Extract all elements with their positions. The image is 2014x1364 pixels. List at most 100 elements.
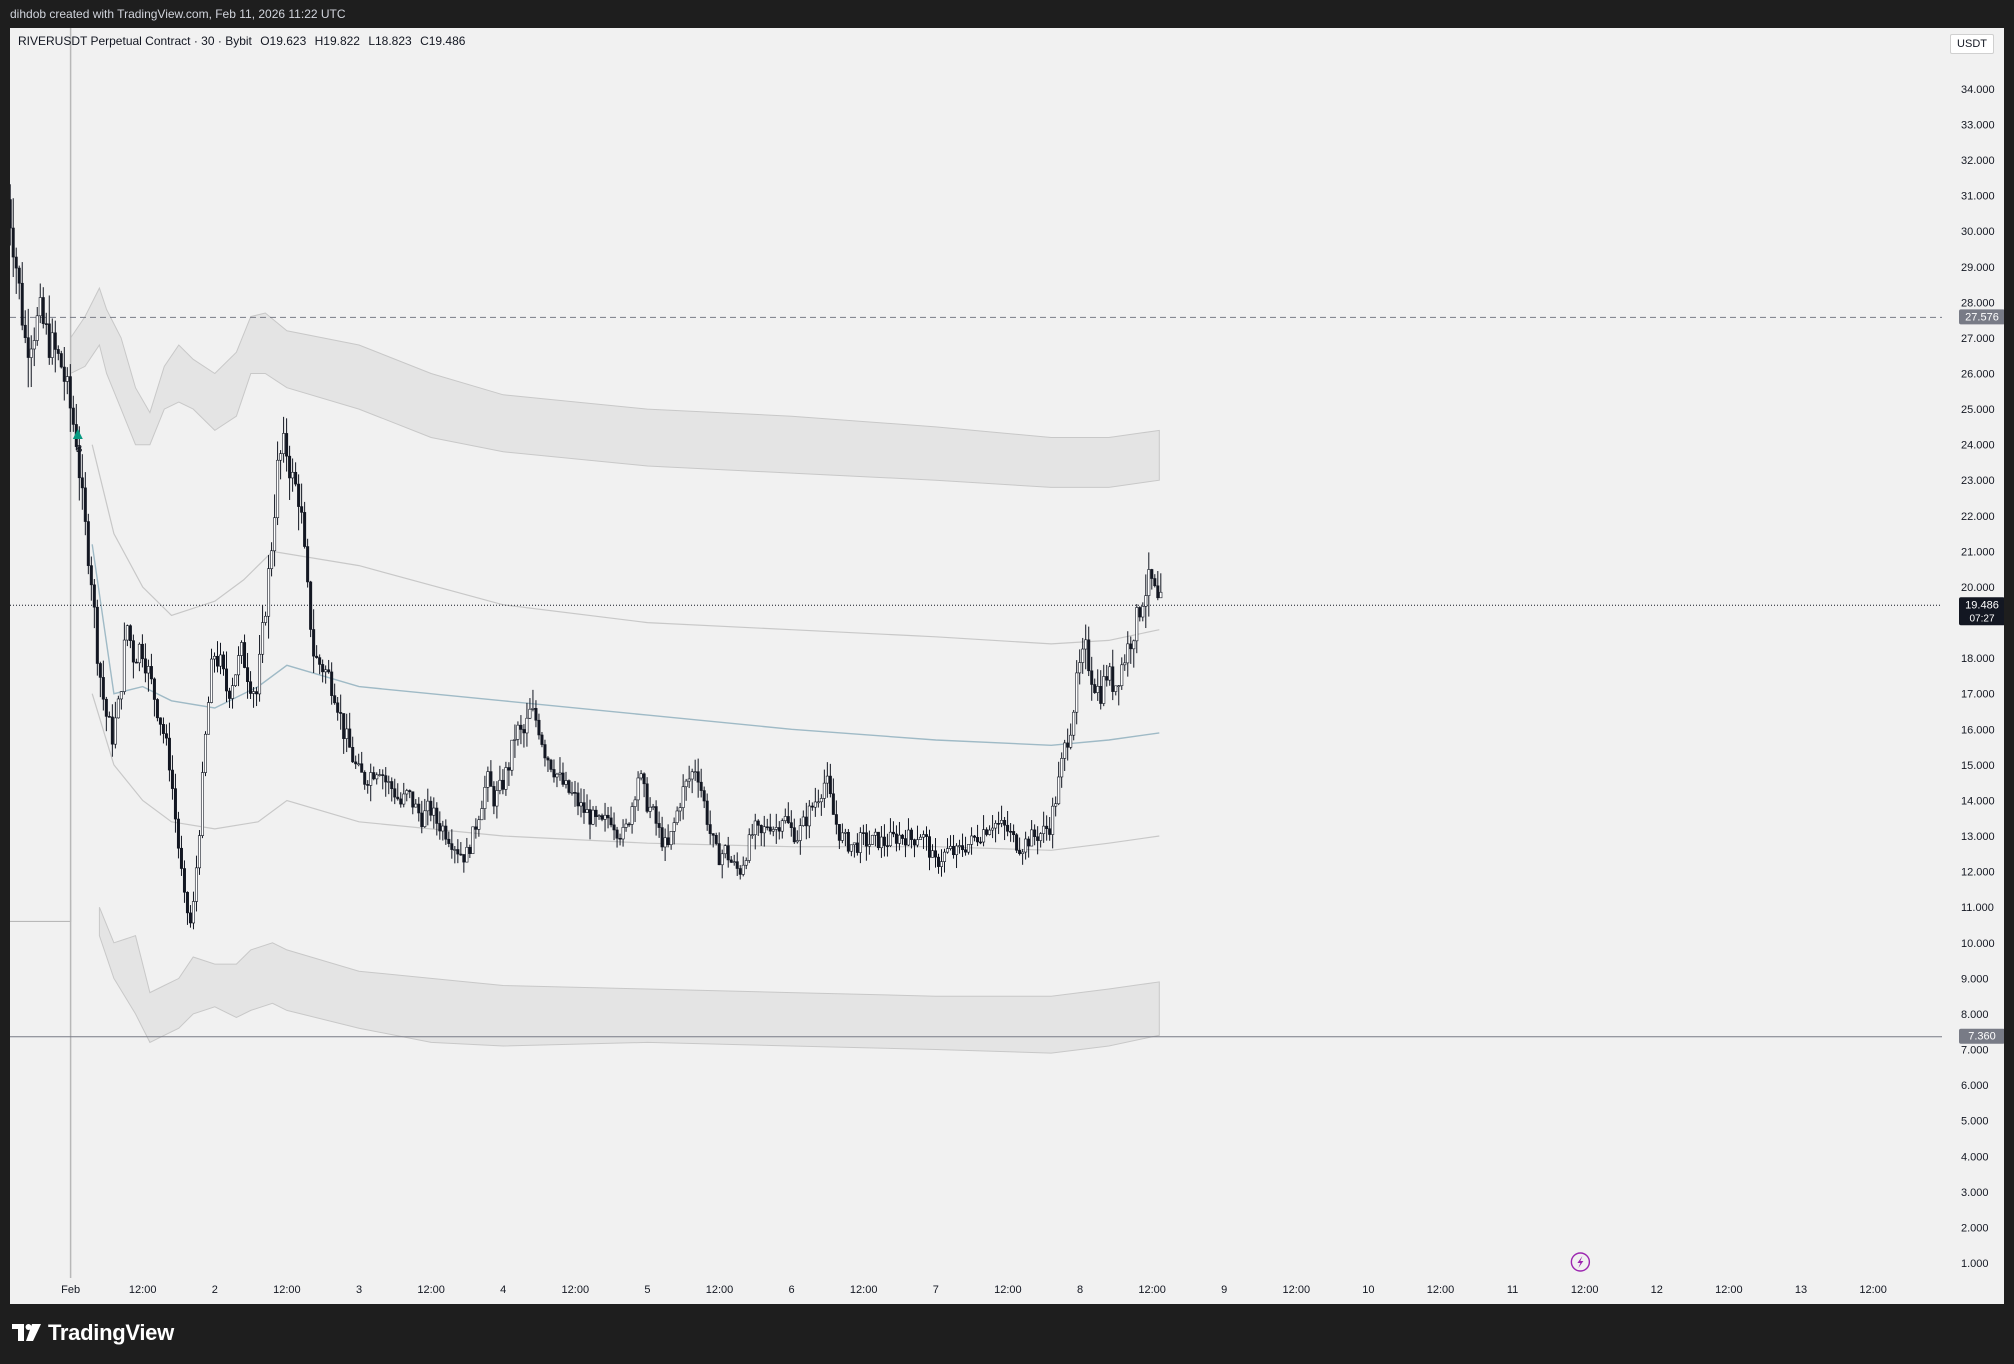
candle-body xyxy=(62,366,66,382)
candle-body xyxy=(1048,828,1052,835)
candle-body xyxy=(537,719,541,736)
y-tick-label: 16.000 xyxy=(1961,724,1995,736)
candle-body xyxy=(1024,838,1028,853)
candle-body xyxy=(191,901,195,924)
candle-body xyxy=(846,831,850,852)
candle-body xyxy=(345,728,349,739)
candle-body xyxy=(360,763,364,773)
candle-body xyxy=(282,433,286,454)
candle-body xyxy=(369,772,373,786)
candle-body xyxy=(675,810,679,823)
candle-body xyxy=(396,796,400,800)
candle-body xyxy=(170,769,174,789)
candle-body xyxy=(324,669,328,673)
candle-body xyxy=(615,829,619,839)
candle-body xyxy=(1120,664,1124,687)
candle-body xyxy=(918,836,922,840)
candle-body xyxy=(876,831,880,849)
candle-body xyxy=(988,829,992,835)
candle-body xyxy=(176,818,180,849)
current-price-tag-countdown: 07:27 xyxy=(1969,613,1994,624)
candle-body xyxy=(636,777,640,801)
candle-body xyxy=(816,801,820,804)
candle-body xyxy=(982,829,986,843)
candle-body xyxy=(372,772,376,780)
candle-body xyxy=(318,657,322,665)
candle-body xyxy=(546,757,550,761)
candle-body xyxy=(432,807,436,816)
candle-body xyxy=(1141,606,1145,618)
symbol-legend[interactable]: RIVERUSDT Perpetual Contract · 30 · Bybi… xyxy=(18,34,470,48)
candle-body xyxy=(107,716,111,718)
candle-body xyxy=(681,786,685,808)
candle-body xyxy=(402,793,406,805)
lightning-icon[interactable] xyxy=(1570,1252,1591,1272)
candle-body xyxy=(864,832,868,847)
candle-body xyxy=(273,517,277,552)
candle-body xyxy=(270,550,274,569)
y-tick-label: 20.000 xyxy=(1961,582,1995,594)
candle-body xyxy=(68,376,72,409)
candle-body xyxy=(1135,607,1139,642)
candle-body xyxy=(783,816,787,822)
tradingview-logo[interactable]: TradingView xyxy=(12,1320,174,1346)
candle-body xyxy=(973,835,977,838)
candles[interactable] xyxy=(10,162,1163,930)
price-chart[interactable]: B34.00033.00032.00031.00030.00029.00028.… xyxy=(10,28,2004,1304)
candle-body xyxy=(450,843,454,850)
candle-body xyxy=(1138,607,1142,618)
candle-body xyxy=(582,802,586,813)
candle-body xyxy=(237,655,241,676)
candle-body xyxy=(894,833,898,844)
candle-body xyxy=(384,775,388,783)
y-tick-label: 2.000 xyxy=(1961,1222,1989,1234)
candle-body xyxy=(471,826,475,854)
candle-body xyxy=(444,825,448,840)
candle-body xyxy=(44,323,48,325)
candle-body xyxy=(255,691,259,695)
x-tick-label: 12:00 xyxy=(1427,1284,1455,1296)
candle-body xyxy=(732,861,736,863)
candle-body xyxy=(441,825,445,832)
candle-body xyxy=(387,781,391,783)
candle-body xyxy=(375,774,379,780)
y-tick-label: 31.000 xyxy=(1961,191,1995,203)
level-tag-upper-bg xyxy=(1959,309,2004,325)
candle-body xyxy=(672,822,676,832)
candle-body xyxy=(56,349,60,354)
candle-body xyxy=(702,790,706,802)
candle-body xyxy=(1105,676,1109,681)
candle-body xyxy=(519,724,523,730)
candle-body xyxy=(555,773,559,778)
candle-body xyxy=(140,643,144,660)
chart-pane[interactable]: B 34.000 33.000 32.000 31.000 30.000 29.000 28.… xyxy=(10,28,2004,1304)
candle-body xyxy=(825,775,829,784)
candle-body xyxy=(940,861,944,867)
candle-body xyxy=(819,798,823,803)
y-tick-label: 7.000 xyxy=(1961,1045,1989,1057)
candle-body xyxy=(477,819,481,830)
x-tick-label: 6 xyxy=(789,1284,795,1296)
candle-body xyxy=(768,826,772,832)
y-tick-label: 25.000 xyxy=(1961,404,1995,416)
candle-body xyxy=(1015,834,1019,851)
buy-marker-icon[interactable] xyxy=(72,428,83,439)
symbol-name[interactable]: RIVERUSDT Perpetual Contract · 30 · Bybi… xyxy=(18,34,252,48)
candle-body xyxy=(1084,639,1088,650)
candle-body xyxy=(297,483,301,507)
candle-body xyxy=(690,771,694,780)
candle-body xyxy=(699,781,703,791)
candle-body xyxy=(1003,820,1007,826)
candle-body xyxy=(946,848,950,853)
candle-body xyxy=(348,728,352,748)
candle-body xyxy=(492,786,496,807)
candle-body xyxy=(888,831,892,847)
candle-body xyxy=(885,845,889,847)
x-tick-label: 12:00 xyxy=(562,1284,590,1296)
candle-body xyxy=(47,323,51,358)
currency-button[interactable]: USDT xyxy=(1950,34,1994,54)
y-tick-label: 14.000 xyxy=(1961,795,1995,807)
prior-session-vwap-line xyxy=(10,900,72,923)
candle-body xyxy=(279,453,283,461)
candle-body xyxy=(961,845,965,851)
